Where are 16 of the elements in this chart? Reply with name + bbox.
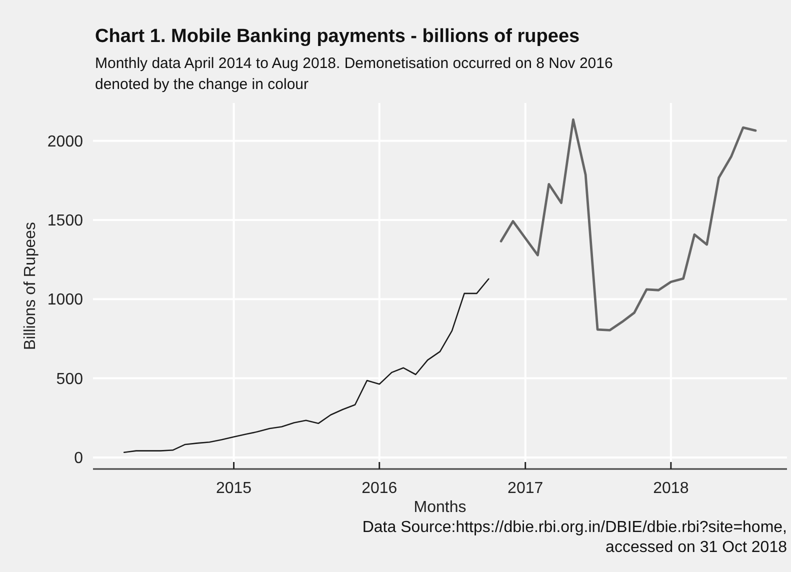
line-series: [500, 118, 757, 332]
y-tick-label: 0: [74, 450, 84, 468]
source-note: Data Source:https://dbie.rbi.org.in/DBIE/dbie.rbi?site=home, accessed on 31 Oct 2018: [362, 519, 788, 556]
y-axis-title: Billions of Rupees: [22, 222, 39, 350]
x-tick-label: 2017: [508, 480, 544, 497]
x-axis-title: Months: [414, 499, 466, 516]
y-tick-label: 1000: [47, 292, 84, 309]
y-tick-label: 500: [56, 370, 84, 388]
x-tick-label: 2016: [362, 480, 398, 497]
x-tick-label: 2018: [653, 480, 689, 497]
chart-subtitle: Monthly data April 2014 to Aug 2018. Demonetisation occurred on 8 Nov 2016 denoted by the change in colour: [95, 55, 613, 93]
y-tick-label: 2000: [47, 133, 84, 150]
x-tick-label: 2015: [216, 480, 252, 497]
y-tick-label: 1500: [47, 212, 84, 230]
chart-title: Chart 1. Mobile Banking payments - billions of rupees: [95, 26, 580, 47]
line-series: [123, 278, 490, 454]
